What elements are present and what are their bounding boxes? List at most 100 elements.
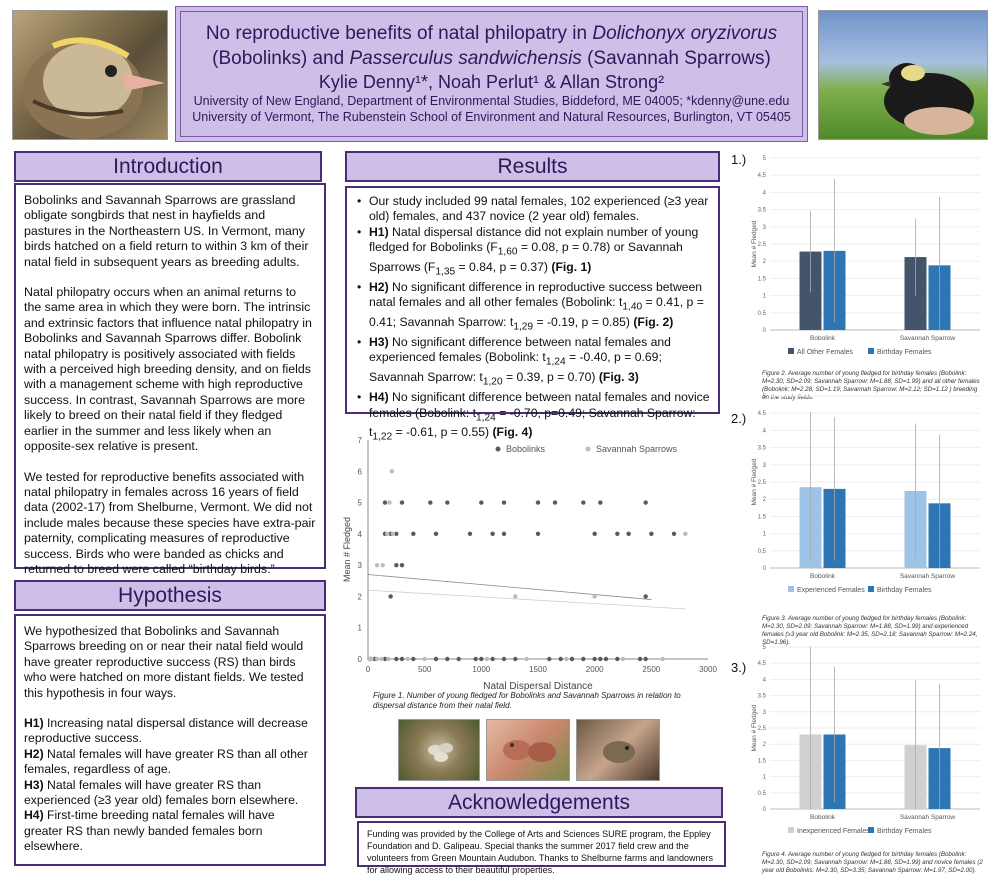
data-point-savannah	[374, 562, 380, 568]
data-point-bobolink	[399, 500, 405, 505]
y-tick-label: 0	[763, 566, 767, 572]
x-tick-label: 1000	[472, 665, 490, 674]
y-tick-label: 2	[763, 259, 767, 265]
data-point-savannah	[380, 562, 385, 568]
data-point-bobolink	[637, 656, 643, 662]
data-point-savannah	[524, 656, 529, 662]
data-point-bobolink	[394, 656, 399, 662]
y-tick-label: 4	[763, 190, 767, 196]
title-species-2: Passerculus sandwichensis	[349, 48, 582, 69]
y-tick-label: 1	[358, 624, 363, 633]
title-text-a: No reproductive benefits of natal philop…	[205, 23, 588, 44]
r2-sub2: 1,29	[513, 321, 534, 333]
data-point-bobolink	[615, 531, 620, 537]
y-tick-label: 3	[763, 225, 767, 231]
data-point-bobolink	[569, 656, 575, 662]
r4-b: = -0.70, p=0.49; Savannah Sparrow: t	[369, 405, 696, 440]
y-tick-label: 0.5	[758, 791, 767, 797]
data-point-bobolink	[411, 531, 416, 537]
data-point-bobolink	[558, 656, 563, 662]
legend-marker	[495, 446, 501, 452]
data-point-bobolink	[501, 531, 507, 537]
r3-sub2: 1,20	[482, 376, 503, 388]
legend-label: Bobolinks	[506, 444, 546, 454]
data-point-bobolink	[671, 531, 677, 537]
data-point-bobolink	[643, 656, 648, 662]
y-tick-label: 4	[763, 428, 767, 434]
results-heading: Results	[345, 151, 720, 182]
intro-paragraph-3: We tested for reproductive benefits asso…	[24, 469, 316, 576]
data-point-bobolink	[581, 656, 586, 662]
data-point-bobolink	[399, 562, 405, 568]
data-point-bobolink	[552, 500, 558, 505]
legend-swatch	[868, 827, 874, 833]
chicks-in-hand-photo	[486, 719, 570, 781]
data-point-bobolink	[598, 500, 603, 505]
legend-label: Birthday Females	[877, 828, 932, 835]
y-tick-label: 3.5	[758, 208, 767, 214]
results-list: Our study included 99 natal females, 102…	[355, 194, 710, 445]
r1-sub1: 1,60	[497, 246, 518, 258]
x-tick-label: 2000	[586, 665, 604, 674]
x-tick-label: Bobolink	[810, 814, 836, 821]
y-tick-label: 6	[358, 467, 363, 476]
r1-sub2: 1,35	[435, 266, 456, 278]
data-point-bobolink	[615, 656, 620, 662]
y-tick-label: 5	[358, 499, 363, 508]
trend-line	[367, 574, 652, 600]
y-tick-label: 3	[763, 463, 767, 469]
legend-label: Experienced Females	[797, 587, 865, 594]
r2-b: = 0.41, p = 0.41; Savannah Sparrow: t	[369, 295, 704, 330]
title-line-2: (Bobolinks) and Passerculus sandwichensi…	[176, 46, 807, 71]
hypothesis-h4: H4) First-time breeding natal females wi…	[24, 808, 316, 854]
data-point-bobolink	[399, 656, 405, 662]
y-axis-title: Mean # Fledged	[751, 458, 758, 505]
y-tick-label: 4	[763, 677, 767, 683]
data-point-bobolink	[467, 531, 473, 537]
data-point-bobolink	[603, 656, 609, 662]
y-tick-label: 0	[763, 328, 767, 334]
h1-key: H1)	[24, 716, 44, 731]
hypothesis-heading: Hypothesis	[14, 580, 326, 611]
h2-text: Natal females will have greater RS than …	[24, 746, 308, 777]
affiliation-1: University of New England, Department of…	[193, 94, 790, 108]
results-bullet-h2: H2) No significant difference in reprodu…	[355, 280, 710, 335]
bobolink-illustration	[881, 63, 974, 135]
data-point-savannah	[386, 656, 391, 662]
h4-text: First-time breeding natal females will h…	[24, 808, 275, 854]
y-tick-label: 0.5	[758, 311, 767, 317]
data-point-bobolink	[592, 531, 597, 537]
sparrow-illustration	[23, 37, 165, 139]
y-tick-label: 0	[358, 655, 363, 664]
y-tick-label: 0	[763, 807, 767, 813]
data-point-savannah	[389, 469, 394, 474]
data-point-bobolink	[394, 531, 399, 537]
data-point-bobolink	[643, 594, 648, 599]
y-tick-label: 1	[763, 775, 767, 781]
data-point-bobolink	[479, 656, 484, 662]
r2-fig: (Fig. 2)	[629, 315, 674, 330]
figure-3-caption: Figure 3. Average number of young fledge…	[762, 615, 978, 646]
y-axis-title: Mean # Fledged	[751, 704, 758, 751]
figure-1-caption: Figure 1. Number of young fledged for Bo…	[373, 691, 681, 710]
r4-a: No significant difference between natal …	[369, 390, 710, 420]
sparrow-photo	[12, 10, 168, 140]
y-tick-label: 3.5	[758, 694, 767, 700]
data-point-bobolink	[411, 656, 416, 662]
data-point-bobolink	[581, 500, 586, 505]
x-tick-label: Bobolink	[810, 573, 836, 580]
title-line-1: No reproductive benefits of natal philop…	[176, 21, 807, 46]
r3-c: = 0.39, p = 0.70)	[502, 370, 596, 385]
results-bullet-h4: H4) No significant difference between na…	[355, 390, 710, 445]
results-box: Our study included 99 natal females, 102…	[345, 186, 720, 443]
legend-swatch	[868, 586, 874, 592]
data-point-bobolink	[535, 531, 541, 537]
y-tick-label: 1.5	[758, 276, 767, 282]
r4-key: H4)	[369, 390, 389, 405]
data-point-savannah	[405, 656, 410, 662]
acknowledgements-box: Funding was provided by the College of A…	[357, 821, 726, 875]
figure-4-caption: Figure 4. Average number of young fledge…	[762, 851, 983, 874]
intro-paragraph-1: Bobolinks and Savannah Sparrows are gras…	[24, 193, 309, 269]
r2-sub1: 1,40	[622, 301, 643, 313]
h1-text: Increasing natal dispersal distance will…	[24, 716, 308, 746]
